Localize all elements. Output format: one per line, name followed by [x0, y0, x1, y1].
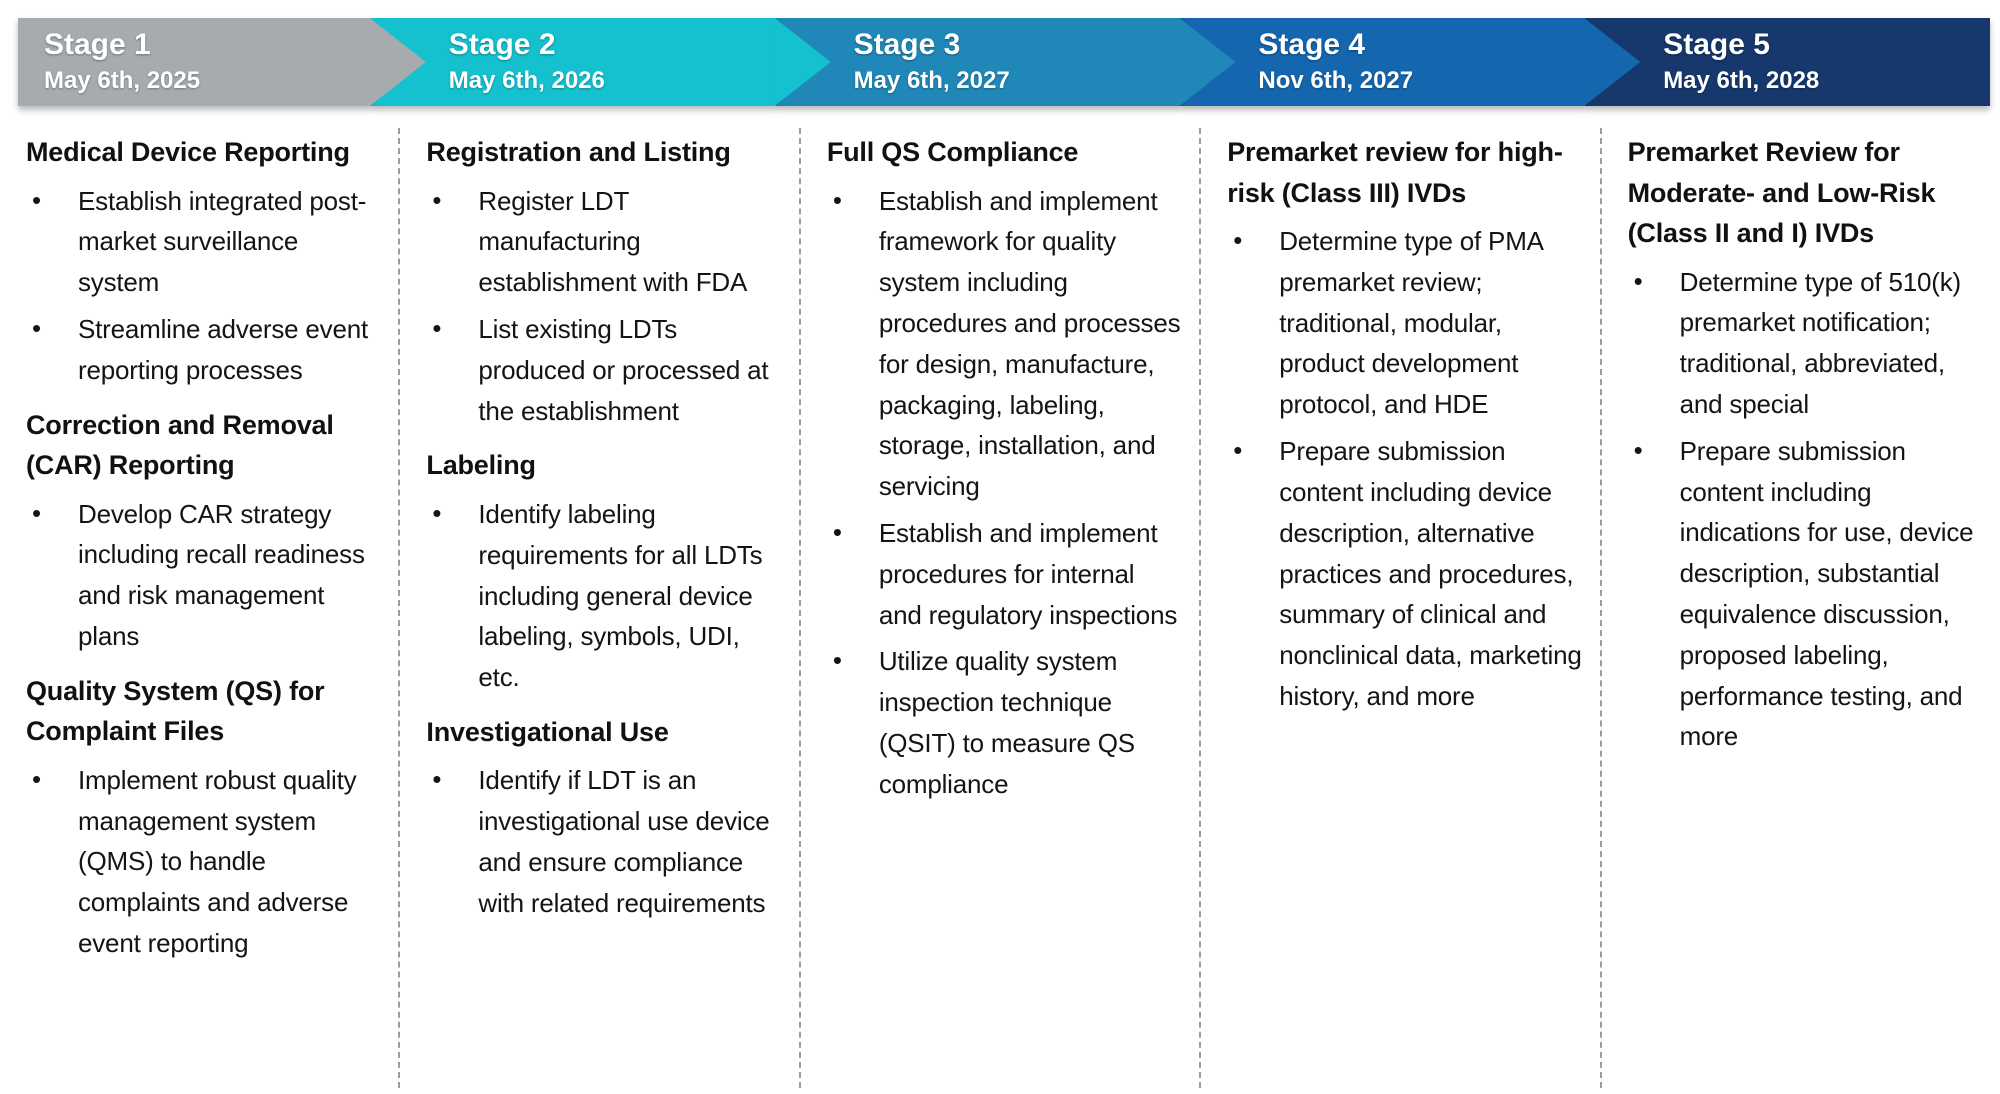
stage-banner-segment-5: Stage 5 May 6th, 2028	[1585, 18, 1990, 106]
bullet-item: • Identify labeling requirements for all …	[426, 494, 782, 698]
bullet-icon: •	[32, 312, 41, 343]
bullet-text: Utilize quality system inspection techni…	[878, 646, 1135, 799]
stage-columns: Medical Device Reporting • Establish integ…	[0, 128, 2000, 1088]
section-heading: Full QS Compliance	[826, 137, 1079, 167]
stage-date: May 6th, 2025	[44, 66, 201, 94]
section-heading: Medical Device Reporting	[26, 137, 350, 167]
bullet-icon: •	[832, 645, 842, 676]
bullet-icon: •	[1233, 435, 1243, 466]
bullet-item: • List existing LDTs produced or processe…	[426, 309, 782, 431]
stage-date: Nov 6th, 2027	[1258, 66, 1414, 94]
section-heading: Correction and Removal (CAR) Reporting	[26, 409, 334, 481]
bullet-icon: •	[32, 763, 41, 794]
bullet-item: • Determine type of 510(k) premarket noti…	[1628, 262, 1984, 425]
bullet-item: • Streamline adverse event reporting proc…	[26, 309, 382, 391]
section-heading: Registration and Listing	[426, 137, 731, 167]
stage-date: May 6th, 2027	[853, 66, 1010, 94]
stage-label: Stage 2	[448, 28, 556, 62]
section-heading: Premarket review for high-risk (Class II…	[1227, 137, 1563, 208]
stage-column-3: Full QS Compliance • Establish and impleme…	[798, 128, 1199, 1088]
stage-label: Stage 3	[853, 28, 961, 62]
stage-label: Stage 5	[1663, 28, 1770, 62]
bullet-item: • Establish and implement framework for q…	[827, 181, 1183, 508]
bullet-icon: •	[432, 497, 442, 528]
bullet-text: Establish and implement procedures for i…	[878, 518, 1178, 630]
bullet-icon: •	[1633, 265, 1643, 296]
bullet-icon: •	[832, 517, 842, 547]
bullet-icon: •	[1233, 225, 1243, 255]
stage-banner-segment-4: Stage 4 Nov 6th, 2027	[1180, 18, 1641, 106]
bullet-text: Determine type of PMA premarket review; …	[1279, 226, 1543, 420]
stage-date: May 6th, 2026	[448, 66, 605, 94]
stage-date: May 6th, 2028	[1663, 66, 1820, 94]
bullet-text: Develop CAR strategy including recall re…	[78, 498, 365, 651]
bullet-item: • Implement robust quality management sys…	[26, 760, 382, 964]
bullet-text: List existing LDTs produced or processed…	[478, 313, 769, 426]
bullet-item: • Establish integrated post-market survei…	[26, 181, 382, 303]
bullet-list: • Determine type of PMA premarket review;…	[1227, 221, 1583, 717]
bullet-icon: •	[432, 184, 442, 215]
stage-banner-segment-3: Stage 3 May 6th, 2027	[775, 18, 1236, 106]
bullet-item: • Develop CAR strategy including recall r…	[26, 494, 382, 657]
bullet-text: Implement robust quality management syst…	[78, 764, 357, 959]
stage-column-4: Premarket review for high-risk (Class II…	[1199, 128, 1599, 1088]
bullet-icon: •	[432, 764, 442, 795]
stage-banner-segment-2: Stage 2 May 6th, 2026	[370, 18, 831, 106]
section-heading: Labeling	[426, 450, 536, 481]
section-heading: Quality System (QS) for Complaint Files	[26, 675, 325, 747]
bullet-item: • Prepare submission content including in…	[1628, 431, 1984, 758]
bullet-list: • Establish integrated post-market survei…	[26, 181, 382, 391]
bullet-text: Prepare submission content including dev…	[1279, 436, 1582, 711]
bullet-list: • Register LDT manufacturing establishmen…	[426, 181, 782, 432]
bullet-text: Register LDT manufacturing establishment…	[478, 185, 748, 298]
bullet-text: Determine type of 510(k) premarket notif…	[1679, 266, 1962, 419]
stage-banner-segment-1: Stage 1 May 6th, 2025	[18, 18, 426, 106]
bullet-text: Identify if LDT is an investigational us…	[478, 765, 770, 918]
bullet-icon: •	[432, 312, 442, 343]
bullet-item: • Establish and implement procedures for …	[827, 513, 1183, 635]
stage-label: Stage 4	[1258, 28, 1366, 62]
bullet-list: • Develop CAR strategy including recall r…	[26, 494, 382, 657]
bullet-text: Streamline adverse event reporting proce…	[78, 313, 369, 385]
stage-banner: Stage 1 May 6th, 2025 Stage 2 May 6th, 2026…	[18, 18, 1990, 106]
section-heading: Premarket Review for Moderate- and Low-R…	[1627, 137, 1936, 248]
bullet-text: Identify labeling requirements for all L…	[478, 498, 763, 693]
bullet-text: Establish integrated post-market surveil…	[78, 185, 367, 298]
bullet-icon: •	[1633, 434, 1643, 465]
section-heading: Investigational Use	[426, 716, 669, 747]
stage-label: Stage 1	[44, 28, 151, 62]
bullet-icon: •	[32, 497, 41, 528]
bullet-item: • Utilize quality system inspection techn…	[827, 641, 1183, 804]
bullet-item: • Identify if LDT is an investigational u…	[426, 760, 782, 923]
bullet-icon: •	[832, 184, 842, 215]
bullet-list: • Implement robust quality management sys…	[26, 760, 382, 964]
bullet-list: • Identify if LDT is an investigational u…	[426, 760, 782, 923]
bullet-item: • Determine type of PMA premarket review;…	[1227, 221, 1583, 425]
stage-column-5: Premarket Review for Moderate- and Low-R…	[1599, 128, 2000, 1088]
bullet-list: • Determine type of 510(k) premarket noti…	[1628, 262, 1984, 758]
bullet-icon: •	[32, 184, 41, 215]
bullet-text: Prepare submission content including ind…	[1679, 435, 1974, 752]
stage-column-2: Registration and Listing • Register LDT ma…	[398, 128, 798, 1088]
bullet-item: • Prepare submission content including de…	[1227, 431, 1583, 717]
bullet-item: • Register LDT manufacturing establishmen…	[426, 181, 782, 303]
bullet-list: • Establish and implement framework for q…	[827, 181, 1183, 805]
stage-column-1: Medical Device Reporting • Establish integ…	[0, 128, 398, 1088]
bullet-text: Establish and implement framework for qu…	[878, 185, 1181, 502]
bullet-list: • Identify labeling requirements for all …	[426, 494, 782, 698]
